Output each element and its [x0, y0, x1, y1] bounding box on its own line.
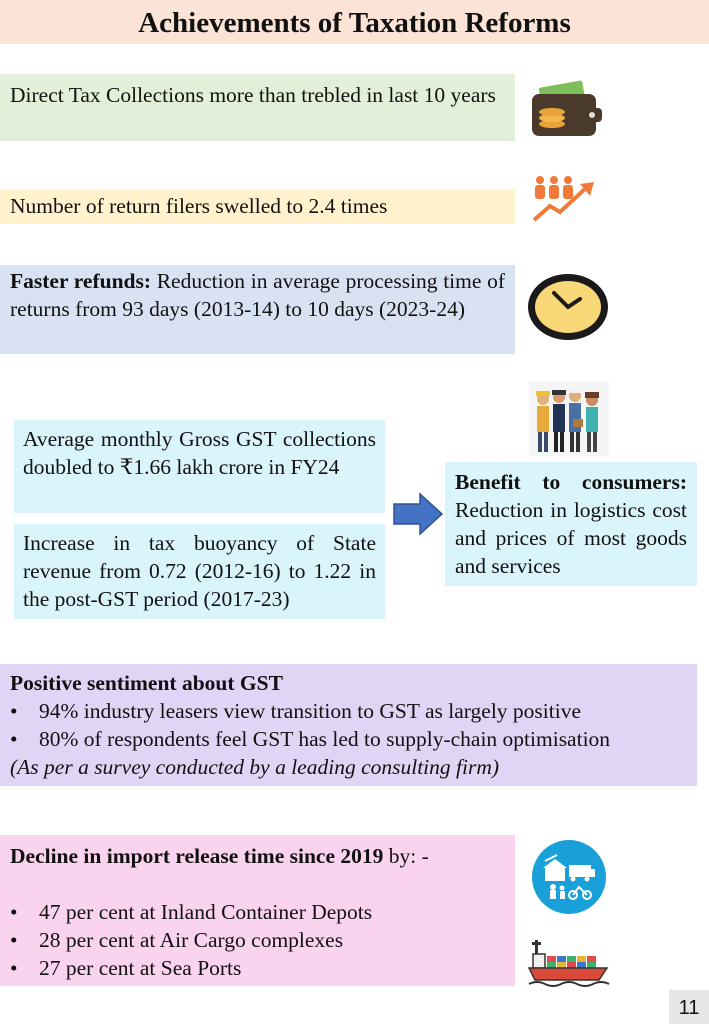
- import-heading: Decline in import release time since 201…: [10, 842, 505, 870]
- list-item: 47 per cent at Inland Container Depots: [10, 898, 505, 926]
- page-number: 11: [669, 990, 709, 1024]
- list-item: 27 per cent at Sea Ports: [10, 954, 505, 982]
- growth-people-icon: [530, 172, 598, 224]
- sentiment-list: 94% industry leasers view transition to …: [10, 697, 687, 753]
- consumers-box: Benefit to consumers: Reduction in logis…: [445, 462, 697, 586]
- tax-buoyancy-text: Increase in tax buoyancy of State revenu…: [23, 531, 376, 611]
- list-item: 28 per cent at Air Cargo complexes: [10, 926, 505, 954]
- list-item: 94% industry leasers view transition to …: [10, 697, 687, 725]
- gst-collections-box: Average monthly Gross GST collections do…: [14, 420, 385, 513]
- ship-icon: [527, 934, 611, 990]
- refunds-text: Reduction in average processing time of …: [10, 269, 505, 321]
- workers-icon: [529, 381, 609, 456]
- import-box: Decline in import release time since 201…: [0, 835, 515, 986]
- refunds-heading: Faster refunds:: [10, 269, 152, 293]
- list-item: 80% of respondents feel GST has led to s…: [10, 725, 687, 753]
- arrow-right-icon: [392, 492, 444, 536]
- return-filers-text: Number of return filers swelled to 2.4 t…: [10, 194, 388, 218]
- refunds-box: Faster refunds: Reduction in average pro…: [0, 265, 515, 354]
- logistics-icon: [531, 839, 607, 915]
- consumers-text: Reduction in logistics cost and prices o…: [455, 498, 687, 578]
- import-heading-suffix: by: -: [383, 844, 429, 868]
- gst-collections-text: Average monthly Gross GST collections do…: [23, 427, 376, 479]
- import-heading-bold: Decline in import release time since 201…: [10, 844, 384, 868]
- return-filers-box: Number of return filers swelled to 2.4 t…: [0, 189, 515, 224]
- clock-icon: [524, 271, 612, 343]
- wallet-icon: [528, 80, 606, 142]
- import-list: 47 per cent at Inland Container Depots 2…: [10, 898, 505, 982]
- sentiment-heading: Positive sentiment about GST: [10, 671, 283, 695]
- sentiment-box: Positive sentiment about GST 94% industr…: [0, 664, 697, 786]
- tax-buoyancy-box: Increase in tax buoyancy of State revenu…: [14, 524, 385, 619]
- direct-tax-text: Direct Tax Collections more than trebled…: [10, 83, 496, 107]
- survey-note: (As per a survey conducted by a leading …: [10, 755, 500, 779]
- page-title: Achievements of Taxation Reforms: [0, 0, 709, 44]
- consumers-heading: Benefit to consumers:: [455, 470, 687, 494]
- direct-tax-box: Direct Tax Collections more than trebled…: [0, 74, 515, 141]
